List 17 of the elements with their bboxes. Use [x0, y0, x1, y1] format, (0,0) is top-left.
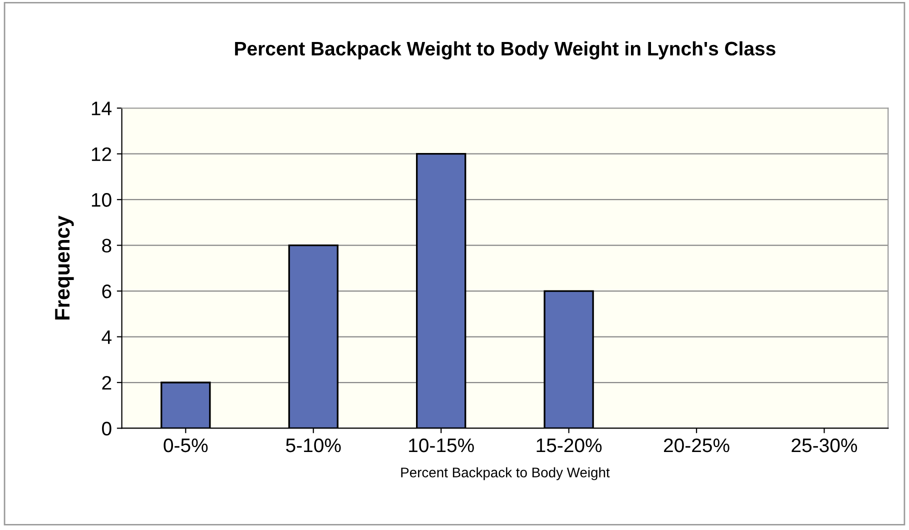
x-tick-label: 5-10% — [286, 438, 341, 452]
x-tick-label: 20-25% — [664, 438, 730, 452]
y-tick-label: 6 — [102, 284, 112, 298]
y-tick-label: 14 — [92, 102, 112, 116]
y-tick-label: 0 — [102, 422, 112, 436]
y-tick-label: 4 — [102, 330, 112, 344]
y-tick-label: 12 — [92, 147, 112, 161]
x-tick-label: 25-30% — [792, 438, 858, 452]
x-axis-title: Percent Backpack to Body Weight — [401, 467, 610, 480]
x-tick-label: 10-15% — [409, 438, 474, 452]
y-tick-label: 10 — [92, 193, 112, 207]
x-tick-label: 0-5% — [164, 438, 208, 452]
y-axis-title: Frequency — [55, 216, 74, 320]
chart-title: Percent Backpack Weight to Body Weight in Lynch's Class — [235, 41, 776, 60]
y-tick-label: 8 — [102, 238, 112, 253]
y-tick-label: 2 — [102, 376, 112, 390]
x-tick-label: 15-20% — [536, 438, 602, 452]
